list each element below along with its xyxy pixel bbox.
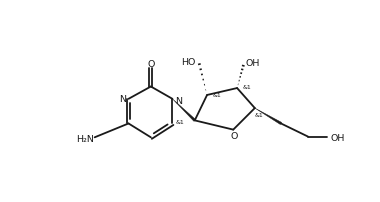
Polygon shape [255,108,282,125]
Text: HO: HO [181,57,196,66]
Text: H₂N: H₂N [76,135,94,144]
Text: &1: &1 [212,92,221,97]
Text: OH: OH [245,59,260,68]
Text: &1: &1 [255,112,264,117]
Polygon shape [173,99,196,122]
Text: N: N [119,95,126,104]
Text: O: O [230,131,238,140]
Text: &1: &1 [175,119,184,124]
Text: &1: &1 [242,85,251,89]
Text: OH: OH [330,133,344,142]
Text: N: N [175,96,182,105]
Text: O: O [148,60,155,68]
